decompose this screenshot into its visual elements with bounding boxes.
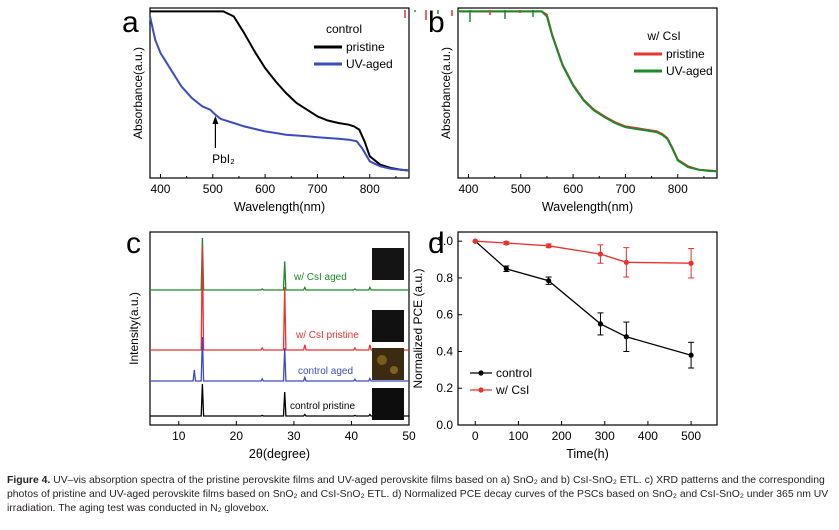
legend-marker bbox=[478, 370, 484, 376]
data-point-w-csi bbox=[472, 238, 478, 244]
y-tick-label: 0.6 bbox=[436, 308, 453, 322]
xrd-curve-label: control aged bbox=[298, 366, 353, 377]
xrd-pattern-control-aged bbox=[150, 336, 409, 382]
y-axis-label: Intensity(a.u.) bbox=[127, 292, 141, 365]
legend-entry: UV-aged bbox=[666, 64, 713, 78]
data-point-w-csi bbox=[688, 260, 694, 266]
y-tick-label: 0.2 bbox=[436, 381, 453, 395]
x-tick-label: 30 bbox=[287, 429, 301, 443]
y-axis-label: Absorbance(a.u.) bbox=[439, 47, 453, 139]
caption-text: UV–vis absorption spectra of the pristin… bbox=[7, 475, 829, 515]
legend-entry: UV-aged bbox=[346, 57, 393, 71]
y-axis-label: Absorbance(a.u.) bbox=[131, 47, 145, 139]
data-point-control bbox=[623, 334, 629, 340]
film-photo bbox=[372, 348, 404, 380]
panel-c-xrd: 10 20 30 40 50 2θ(degree) Intensity(a.u.) w/ Cs… bbox=[127, 231, 416, 461]
x-axis-label: Wavelength(nm) bbox=[234, 200, 325, 214]
data-point-control bbox=[503, 266, 509, 272]
xrd-pattern-w-csi-aged bbox=[150, 237, 409, 291]
x-tick-label: 400 bbox=[150, 182, 170, 196]
data-point-control bbox=[597, 321, 604, 327]
film-photo bbox=[372, 310, 404, 342]
series-line-pristine bbox=[150, 10, 410, 172]
plot-frame bbox=[149, 231, 410, 426]
x-tick-label: 700 bbox=[615, 182, 635, 196]
data-point-control bbox=[546, 278, 552, 284]
panel-a-letter: a bbox=[122, 6, 139, 39]
data-point-w-csi bbox=[546, 243, 552, 249]
plot-frame bbox=[149, 7, 410, 179]
panel-b-letter: b bbox=[428, 6, 445, 39]
panel-d-letter: d bbox=[428, 227, 445, 260]
annotation-label: PbI₂ bbox=[212, 152, 235, 166]
x-axis-label: 2θ(degree) bbox=[249, 447, 310, 461]
legend-entry: pristine bbox=[346, 40, 385, 54]
panel-c-letter: c bbox=[126, 227, 141, 260]
plot-frame bbox=[457, 7, 718, 179]
legend-marker bbox=[478, 387, 484, 393]
annotation-arrowhead bbox=[212, 116, 219, 124]
legend-title: control bbox=[326, 22, 362, 36]
y-tick-label: 0.4 bbox=[436, 344, 453, 358]
figure-caption: Figure 4. UV–vis absorption spectra of t… bbox=[7, 474, 833, 517]
data-point-w-csi bbox=[623, 259, 629, 265]
panel-d-pce-decay: 0 100 200 300 400 500 0.0 0.2 0.4 0.6 0.8 1.0 Time(h… bbox=[411, 231, 718, 461]
xrd-curve-label: w/ CsI pristine bbox=[295, 330, 359, 341]
x-tick-label: 600 bbox=[563, 182, 583, 196]
x-tick-label: 200 bbox=[552, 429, 572, 443]
x-tick-label: 0 bbox=[472, 429, 479, 443]
film-photo-spot bbox=[377, 355, 387, 365]
figure-4: a b c d 400 500 600 700 800Wavelength(nm)Abs… bbox=[122, 6, 718, 461]
x-axis-label: Wavelength(nm) bbox=[542, 200, 633, 214]
series-line-uv-aged bbox=[149, 16, 410, 172]
x-tick-label: 400 bbox=[638, 429, 658, 443]
xrd-curve-label: w/ CsI aged bbox=[293, 272, 347, 283]
y-axis-label: Normalized PCE (a.u.) bbox=[411, 268, 425, 388]
series-line-control bbox=[474, 240, 692, 356]
xrd-curve-label: control pristine bbox=[290, 401, 355, 412]
x-axis-label: Time(h) bbox=[566, 447, 609, 461]
panel-a-absorbance-control: 400 500 600 700 800 Wavelength(nm) Absorbance(… bbox=[131, 7, 410, 214]
legend-entry: control bbox=[496, 366, 532, 380]
y-tick-label: 0.0 bbox=[436, 418, 453, 432]
film-photo bbox=[372, 248, 404, 280]
plot-frame bbox=[457, 231, 718, 426]
data-point-w-csi bbox=[503, 240, 509, 246]
x-tick-label: 500 bbox=[681, 429, 701, 443]
x-tick-label: 800 bbox=[360, 182, 380, 196]
panel-b-absorbance-csi: 400 500 600 700 800 Wavelength(nm) Absorbance(… bbox=[404, 7, 718, 214]
legend-entry: pristine bbox=[666, 47, 705, 61]
x-tick-label: 100 bbox=[508, 429, 528, 443]
xrd-pattern-control-pristine bbox=[150, 383, 409, 417]
x-tick-label: 500 bbox=[511, 182, 531, 196]
film-photo bbox=[372, 388, 404, 420]
data-point-control bbox=[688, 352, 694, 358]
x-tick-label: 20 bbox=[230, 429, 244, 443]
legend-title: w/ CsI bbox=[646, 29, 680, 43]
x-tick-label: 40 bbox=[345, 429, 359, 443]
x-tick-label: 700 bbox=[307, 182, 327, 196]
caption-label: Figure 4. bbox=[7, 475, 51, 486]
x-tick-label: 400 bbox=[458, 182, 478, 196]
y-tick-label: 0.8 bbox=[436, 271, 453, 285]
legend-entry: w/ CsI bbox=[495, 383, 529, 397]
x-tick-label: 50 bbox=[402, 429, 416, 443]
data-point-w-csi bbox=[597, 251, 604, 257]
x-tick-label: 800 bbox=[668, 182, 688, 196]
x-tick-label: 600 bbox=[255, 182, 275, 196]
x-tick-label: 10 bbox=[172, 429, 186, 443]
x-tick-label: 500 bbox=[203, 182, 223, 196]
y-tick-label: 1.0 bbox=[436, 234, 453, 248]
x-tick-label: 300 bbox=[595, 429, 615, 443]
film-photo-spot bbox=[390, 366, 398, 374]
series-line-uv-aged bbox=[458, 10, 718, 173]
xrd-pattern-w-csi-pristine bbox=[150, 244, 409, 351]
series-line-w-csi bbox=[475, 240, 692, 264]
